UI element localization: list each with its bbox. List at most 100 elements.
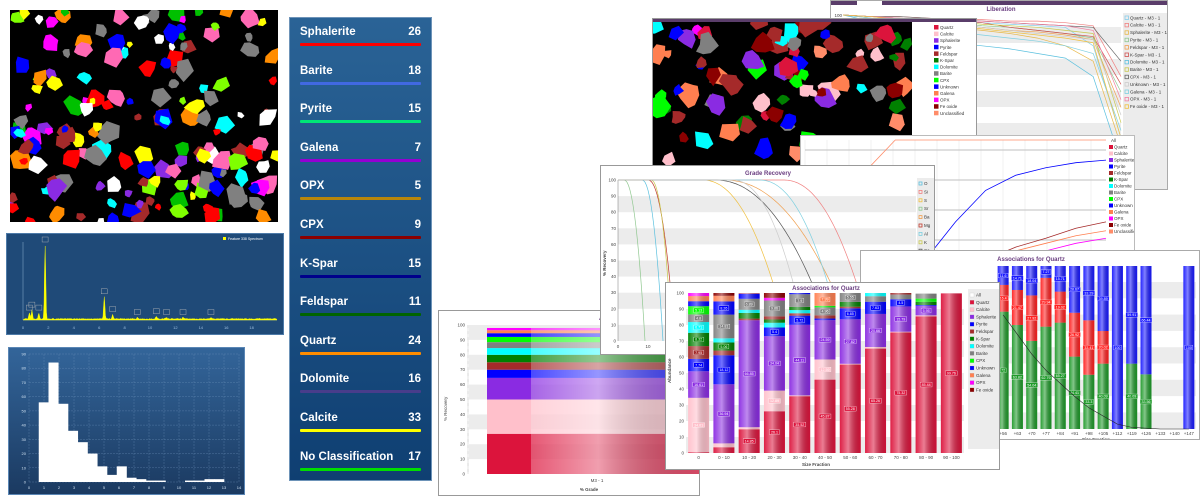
mineral-list-item[interactable]: Galena 7 [300, 140, 421, 179]
mineral-grain [10, 192, 18, 203]
legend-label: Galena - M3 - 1 [1130, 89, 1162, 94]
data-label-box [1097, 393, 1110, 399]
y-tick-label: 0 [681, 451, 684, 456]
mineral-grain [789, 74, 803, 89]
data-label-box [845, 311, 856, 317]
mineral-color-bar [300, 390, 421, 394]
histogram-bar [58, 403, 69, 482]
mineral-list-item[interactable]: Sphalerite 26 [300, 24, 421, 63]
y-tick-label: 30 [679, 403, 685, 408]
data-label: 44.11 [795, 358, 804, 362]
mineral-grain [706, 93, 726, 116]
y-tick-label: 50 [679, 371, 685, 376]
x-tick-label: 40 - 50 [818, 455, 833, 460]
mineral-list-item[interactable]: Quartz 24 [300, 333, 421, 372]
mineral-grain [846, 55, 869, 73]
histogram-bar [116, 466, 127, 482]
mineral-grain [126, 97, 134, 105]
x-tick-label: 0 [22, 325, 25, 330]
sheen [865, 296, 887, 302]
mineral-name: Pyrite [300, 103, 332, 116]
mineral-grain [196, 109, 211, 127]
legend-swatch [1124, 67, 1129, 72]
stacked-bar-segment [487, 348, 531, 355]
legend-label: Calcite [940, 32, 954, 37]
data-label-box [693, 336, 704, 342]
data-label-box [819, 308, 831, 314]
mineral-list-item[interactable]: Calcite 33 [300, 410, 421, 449]
legend-swatch [223, 237, 226, 240]
data-label: 5.72 [796, 319, 803, 323]
sheen [738, 309, 760, 313]
mineral-list-item[interactable]: Barite 18 [300, 63, 421, 102]
legend-label: Fe oxide - M3 - 1 [1130, 104, 1165, 109]
x-tick-label: +126 [1141, 431, 1152, 436]
legend-label: Fe oxide [940, 104, 958, 109]
peak-label-box [134, 309, 141, 315]
mineral-grain [180, 42, 188, 51]
sheen [865, 293, 887, 297]
mineral-grain [101, 99, 114, 110]
mineral-grain [820, 29, 831, 39]
chart-title: Grade Recovery [745, 171, 792, 177]
legend-swatch [1124, 60, 1129, 65]
y-tick-label: 100 [676, 291, 684, 296]
mineral-list-item[interactable]: Dolomite 16 [300, 371, 421, 410]
category-label: M3 - 1 [591, 478, 604, 483]
mineral-count: 11 [408, 296, 421, 309]
peak-label-box [153, 308, 160, 314]
y-tick-label: 60 [611, 242, 617, 247]
x-tick-label: +133 [1155, 431, 1166, 436]
mineral-grain [79, 102, 94, 117]
legend-swatch [969, 300, 975, 305]
x-tick-label: 7 [133, 485, 136, 490]
legend-label: CPX - M3 - 1 [1130, 75, 1157, 80]
mineral-list-item[interactable]: Pyrite 15 [300, 101, 421, 140]
sheen [738, 427, 760, 430]
mineral-grain [889, 53, 899, 62]
chart-title: Associations for Quartz [792, 286, 860, 292]
mineral-grain [809, 89, 818, 97]
data-label: 6.85 [847, 312, 854, 316]
chart-title: Associations for Quartz [997, 257, 1065, 263]
data-label-box [1025, 382, 1038, 388]
mineral-grain [270, 150, 278, 162]
x-tick-label: 16 [224, 325, 229, 330]
data-label-box [1184, 345, 1193, 350]
mineral-list-item[interactable]: Feldspar 11 [300, 294, 421, 333]
mineral-grain [118, 151, 134, 171]
mineral-count: 17 [408, 450, 421, 463]
mineral-list-item[interactable]: CPX 9 [300, 217, 421, 256]
legend-label: K-Spar - M3 - 1 [1130, 52, 1161, 57]
legend-swatch [1124, 52, 1129, 57]
y-tick-label: 90 [679, 307, 685, 312]
mineral-grain [779, 113, 797, 129]
mineral-grain [160, 57, 172, 69]
mineral-grain [104, 47, 124, 68]
mineral-grain [719, 123, 740, 142]
legend-swatch [934, 71, 939, 76]
mineral-list-item[interactable]: No Classification 17 [300, 449, 421, 488]
mineral-grain [145, 196, 155, 206]
sheen [763, 322, 785, 328]
x-tick-label: 9 [163, 485, 166, 490]
legend-swatch [969, 387, 975, 393]
mineral-list-item[interactable]: OPX 5 [300, 178, 421, 217]
mineral-grain [174, 179, 189, 191]
x-tick-label: 4 [88, 485, 91, 490]
legend-label: Unknown [1114, 203, 1133, 208]
mineral-name: Feldspar [300, 296, 348, 309]
mineral-list-item[interactable]: K-Spar 15 [300, 256, 421, 295]
mineral-grain [174, 155, 188, 167]
x-axis-label: Size Fraction [1082, 437, 1110, 439]
legend-swatch [1109, 190, 1113, 195]
legend-label: Feldspar [940, 51, 958, 56]
legend-label: S [924, 198, 927, 203]
mineral-grain [137, 177, 149, 187]
x-tick-label: 30 - 40 [793, 455, 808, 460]
mineral-count: 24 [408, 334, 421, 347]
sheen [865, 346, 887, 349]
sheen [531, 362, 699, 370]
y-tick-label: 80 [611, 210, 617, 215]
sheen [814, 305, 836, 308]
